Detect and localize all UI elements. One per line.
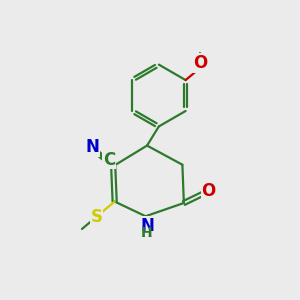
Text: N: N (140, 217, 154, 235)
Text: N: N (140, 217, 154, 235)
Text: N: N (85, 138, 99, 156)
Text: O: O (193, 54, 207, 72)
Text: O: O (202, 182, 216, 200)
Text: S: S (91, 208, 103, 226)
Text: H: H (141, 226, 153, 240)
Text: N: N (140, 217, 154, 235)
Text: C: C (103, 151, 115, 169)
Text: H: H (141, 226, 153, 240)
